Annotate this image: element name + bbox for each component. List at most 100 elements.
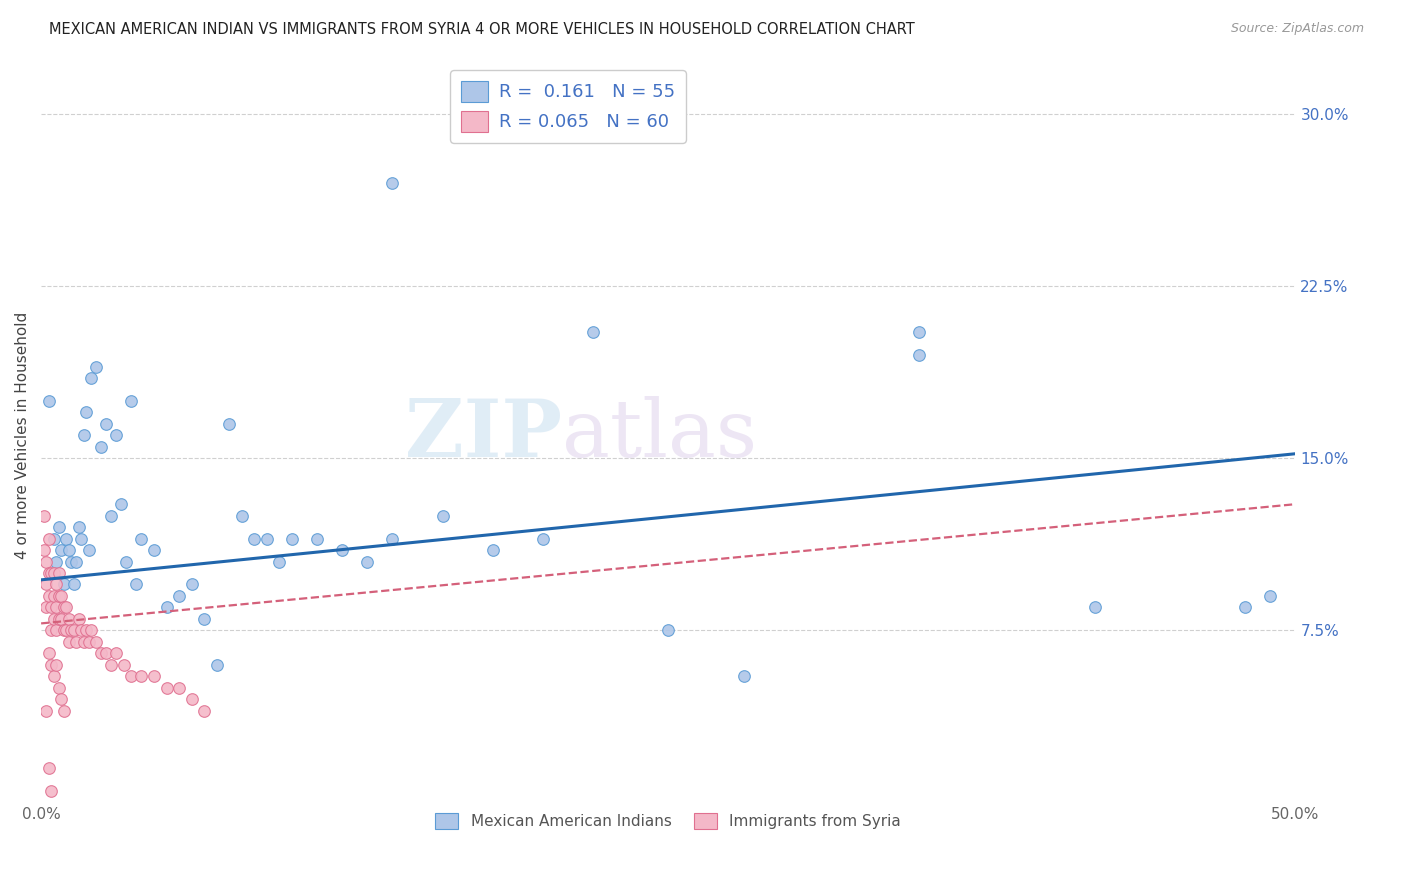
Point: [193, 704, 215, 718]
Point: [58, 634, 80, 648]
Point: [58, 543, 80, 558]
Point: [55, 532, 77, 546]
Point: [155, 681, 177, 695]
Point: [70, 532, 93, 546]
Point: [256, 532, 278, 546]
Point: [52, 600, 75, 615]
Point: [45, 554, 67, 568]
Point: [90, 440, 112, 454]
Point: [80, 371, 103, 385]
Point: [67, 612, 90, 626]
Point: [193, 612, 215, 626]
Point: [307, 532, 329, 546]
Point: [531, 532, 554, 546]
Point: [70, 624, 93, 638]
Point: [51, 543, 73, 558]
Point: [481, 543, 503, 558]
Point: [120, 669, 142, 683]
Point: [125, 577, 148, 591]
Point: [45, 657, 67, 672]
Point: [1084, 600, 1107, 615]
Point: [42, 566, 65, 580]
Point: [218, 417, 240, 431]
Y-axis label: 4 or more Vehicles in Household: 4 or more Vehicles in Household: [15, 312, 30, 559]
Point: [51, 612, 73, 626]
Point: [48, 520, 70, 534]
Point: [65, 554, 87, 568]
Point: [180, 692, 202, 706]
Point: [269, 554, 291, 568]
Point: [42, 612, 65, 626]
Point: [35, 704, 58, 718]
Text: Source: ZipAtlas.com: Source: ZipAtlas.com: [1230, 22, 1364, 36]
Legend: Mexican American Indians, Immigrants from Syria: Mexican American Indians, Immigrants fro…: [429, 806, 907, 835]
Point: [96, 417, 118, 431]
Point: [243, 532, 266, 546]
Point: [67, 520, 90, 534]
Point: [45, 600, 67, 615]
Point: [84, 359, 107, 374]
Point: [48, 681, 70, 695]
Point: [39, 657, 62, 672]
Point: [55, 600, 77, 615]
Point: [167, 589, 190, 603]
Point: [231, 508, 253, 523]
Point: [120, 394, 142, 409]
Point: [131, 669, 153, 683]
Point: [65, 634, 87, 648]
Point: [908, 325, 931, 339]
Point: [143, 669, 166, 683]
Point: [60, 624, 83, 638]
Point: [155, 600, 177, 615]
Point: [38, 394, 60, 409]
Point: [75, 405, 97, 419]
Point: [39, 600, 62, 615]
Point: [62, 577, 84, 591]
Point: [733, 669, 755, 683]
Point: [110, 497, 132, 511]
Point: [432, 508, 454, 523]
Point: [96, 646, 118, 660]
Point: [73, 634, 96, 648]
Point: [42, 532, 65, 546]
Point: [77, 543, 100, 558]
Point: [75, 624, 97, 638]
Point: [38, 566, 60, 580]
Point: [330, 543, 353, 558]
Point: [58, 612, 80, 626]
Point: [35, 600, 58, 615]
Point: [32, 508, 55, 523]
Point: [39, 784, 62, 798]
Point: [38, 532, 60, 546]
Point: [143, 543, 166, 558]
Point: [115, 554, 138, 568]
Point: [60, 554, 83, 568]
Point: [167, 681, 190, 695]
Point: [45, 624, 67, 638]
Point: [112, 657, 135, 672]
Point: [80, 624, 103, 638]
Point: [90, 646, 112, 660]
Point: [51, 692, 73, 706]
Point: [35, 577, 58, 591]
Text: MEXICAN AMERICAN INDIAN VS IMMIGRANTS FROM SYRIA 4 OR MORE VEHICLES IN HOUSEHOLD: MEXICAN AMERICAN INDIAN VS IMMIGRANTS FR…: [49, 22, 915, 37]
Point: [582, 325, 605, 339]
Point: [38, 761, 60, 775]
Point: [205, 657, 228, 672]
Point: [100, 657, 122, 672]
Point: [381, 532, 404, 546]
Point: [52, 577, 75, 591]
Point: [32, 543, 55, 558]
Point: [48, 566, 70, 580]
Point: [42, 669, 65, 683]
Point: [38, 646, 60, 660]
Point: [42, 589, 65, 603]
Point: [105, 646, 128, 660]
Point: [381, 176, 404, 190]
Point: [84, 634, 107, 648]
Point: [100, 508, 122, 523]
Point: [62, 624, 84, 638]
Point: [48, 589, 70, 603]
Point: [131, 532, 153, 546]
Point: [35, 554, 58, 568]
